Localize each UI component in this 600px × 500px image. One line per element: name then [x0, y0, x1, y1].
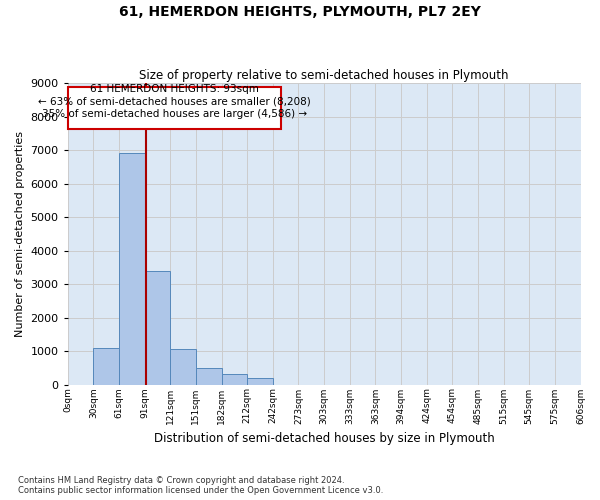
Bar: [119, 154, 145, 384]
Y-axis label: Number of semi-detached properties: Number of semi-detached properties: [15, 131, 25, 337]
Text: 61, HEMERDON HEIGHTS, PLYMOUTH, PL7 2EY: 61, HEMERDON HEIGHTS, PLYMOUTH, PL7 2EY: [119, 5, 481, 19]
Bar: [247, 378, 273, 384]
Bar: [221, 374, 247, 384]
Bar: [145, 270, 170, 384]
Bar: [94, 348, 119, 385]
Title: Size of property relative to semi-detached houses in Plymouth: Size of property relative to semi-detach…: [139, 69, 509, 82]
Text: 61 HEMERDON HEIGHTS: 93sqm: 61 HEMERDON HEIGHTS: 93sqm: [90, 84, 259, 94]
Bar: [196, 368, 221, 384]
X-axis label: Distribution of semi-detached houses by size in Plymouth: Distribution of semi-detached houses by …: [154, 432, 494, 445]
Bar: [170, 350, 196, 384]
FancyBboxPatch shape: [68, 86, 281, 130]
Text: 35% of semi-detached houses are larger (4,586) →: 35% of semi-detached houses are larger (…: [42, 108, 307, 118]
Text: ← 63% of semi-detached houses are smaller (8,208): ← 63% of semi-detached houses are smalle…: [38, 96, 311, 106]
Text: Contains HM Land Registry data © Crown copyright and database right 2024.
Contai: Contains HM Land Registry data © Crown c…: [18, 476, 383, 495]
